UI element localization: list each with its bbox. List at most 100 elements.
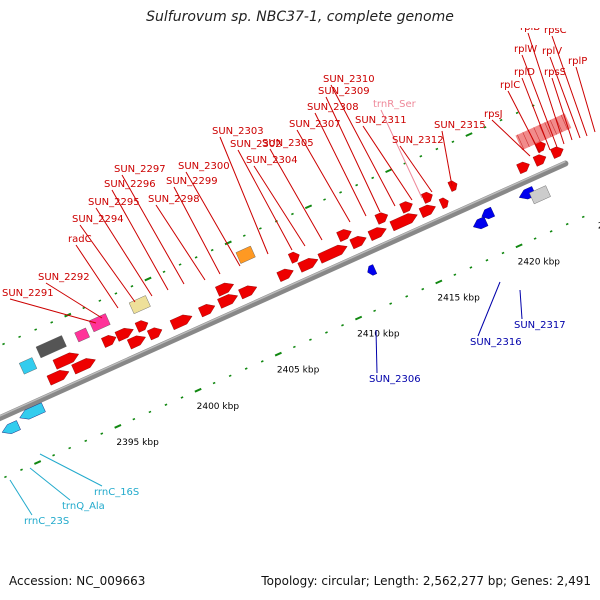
genome-summary-label: Topology: circular; Length: 2,562,277 bp…	[261, 574, 591, 588]
reverse-gene-arrow	[473, 216, 489, 230]
scale-tick-lower	[405, 295, 409, 298]
scale-tick-lower	[533, 237, 537, 240]
forward-gene-arrow	[101, 335, 117, 348]
scale-tick-lower	[421, 287, 425, 291]
label-leader-line	[219, 136, 269, 255]
scale-tick-lower	[20, 468, 23, 471]
gene-label-reverse: SUN_2317	[514, 320, 566, 331]
yellow-feature-block	[128, 295, 151, 315]
forward-gene-arrow	[349, 235, 367, 250]
grey-reverse-block	[529, 185, 551, 205]
scale-tick-upper	[291, 212, 294, 216]
gene-label-forward: rpsJ	[484, 109, 503, 120]
forward-gene-arrow	[198, 304, 216, 318]
label-leader-line	[551, 77, 573, 141]
scale-tick-upper	[435, 147, 439, 151]
label-leader-line	[75, 244, 119, 309]
gene-label-forward: SUN_2296	[104, 179, 156, 190]
label-leader-line	[362, 125, 413, 201]
scale-tick-lower	[180, 396, 184, 399]
gene-label-reverse: SUN_2316	[470, 337, 522, 348]
label-leader-line	[314, 112, 367, 217]
forward-gene-arrow	[276, 268, 294, 282]
gene-label-forward: SUN_2302	[230, 139, 282, 150]
forward-gene-arrow	[374, 212, 389, 225]
forward-gene-arrow	[532, 154, 547, 167]
label-leader-line	[551, 35, 588, 137]
scale-tick-lower	[485, 259, 489, 262]
label-leader-line	[237, 149, 293, 251]
label-leader-line	[185, 171, 241, 267]
scale-tick-upper	[465, 132, 473, 137]
scale-tick-upper	[385, 168, 393, 174]
forward-gene-arrow	[215, 282, 235, 297]
label-leader-line	[399, 145, 433, 193]
forward-gene-arrow	[169, 314, 193, 331]
label-leader-line	[155, 204, 206, 281]
scale-tick-lower	[100, 432, 104, 435]
gene-label-forward: SUN_2311	[355, 115, 407, 126]
label-leader-line	[575, 66, 596, 133]
ribosomal-gene-divider	[522, 132, 530, 147]
scale-tick-upper	[194, 256, 198, 259]
scale-tick-lower	[274, 351, 282, 357]
gene-label-reverse: rrnC_23S	[24, 516, 69, 527]
label-leader-line	[549, 56, 581, 139]
forward-gene-arrow	[367, 227, 387, 241]
gene-label-forward: rplW	[514, 44, 537, 55]
gene-label-forward: SUN_2309	[318, 86, 370, 97]
label-leader-line	[441, 130, 453, 187]
scale-tick-lower	[549, 230, 553, 233]
gene-label-forward: rplV	[542, 46, 562, 57]
genome-backbone-highlight	[0, 160, 566, 417]
scale-tick-lower	[33, 460, 42, 465]
forward-gene-arrow	[287, 251, 300, 264]
scale-tick-lower	[308, 338, 312, 341]
gene-label-reverse: rrnC_16S	[94, 487, 139, 498]
forward-gene-arrow	[297, 258, 319, 273]
ribosomal-gene-divider	[544, 122, 552, 138]
scale-tick-lower	[565, 222, 569, 226]
gene-label-reverse: SUN_2306	[369, 374, 421, 385]
gene-label-forward: SUN_2304	[246, 155, 298, 166]
forward-gene-arrow	[447, 180, 458, 192]
forward-gene-arrow	[114, 327, 134, 342]
label-leader-line	[519, 289, 523, 320]
forward-gene-arrow	[336, 229, 352, 242]
scale-tick-upper	[451, 140, 455, 144]
scale-tick-label: 2410 kbp	[357, 330, 400, 340]
rrna-block	[18, 357, 38, 375]
scale-tick-lower	[435, 279, 443, 285]
forward-gene-arrow	[550, 146, 564, 159]
label-leader-line	[173, 186, 221, 275]
scale-tick-lower	[292, 345, 296, 349]
gene-label-forward: trnR_Ser	[373, 99, 417, 110]
scale-tick-lower	[354, 315, 363, 321]
scale-tick-upper	[515, 111, 519, 115]
scale-tick-upper	[130, 285, 134, 288]
scale-tick-lower	[389, 302, 393, 305]
reverse-gene-arrow	[481, 206, 496, 220]
gene-label-reverse: trnQ_Ala	[62, 501, 105, 512]
scale-tick-lower	[501, 251, 505, 255]
gene-label-forward: SUN_2291	[2, 288, 54, 299]
label-leader-line	[253, 165, 306, 247]
label-leader-line	[79, 224, 136, 303]
ribosomal-gene-divider	[517, 134, 525, 150]
pink-feature-block	[88, 313, 111, 333]
scale-tick-upper	[114, 292, 118, 295]
scale-tick-lower	[194, 387, 202, 393]
scale-tick-upper	[98, 299, 102, 302]
rrna-reverse-arrow	[19, 402, 46, 420]
scale-tick-lower	[84, 439, 88, 443]
gene-label-forward: SUN_2295	[88, 197, 140, 208]
gene-label-forward: radC	[68, 234, 92, 245]
label-leader-line	[491, 119, 531, 157]
label-leader-line	[375, 329, 378, 374]
gene-label-forward: SUN_2308	[307, 102, 359, 113]
scale-tick-label: 2400 kbp	[197, 402, 240, 412]
forward-gene-arrow	[516, 161, 530, 175]
ribosomal-gene-divider	[549, 119, 557, 135]
scale-tick-lower	[260, 360, 264, 363]
label-leader-line	[9, 298, 97, 324]
